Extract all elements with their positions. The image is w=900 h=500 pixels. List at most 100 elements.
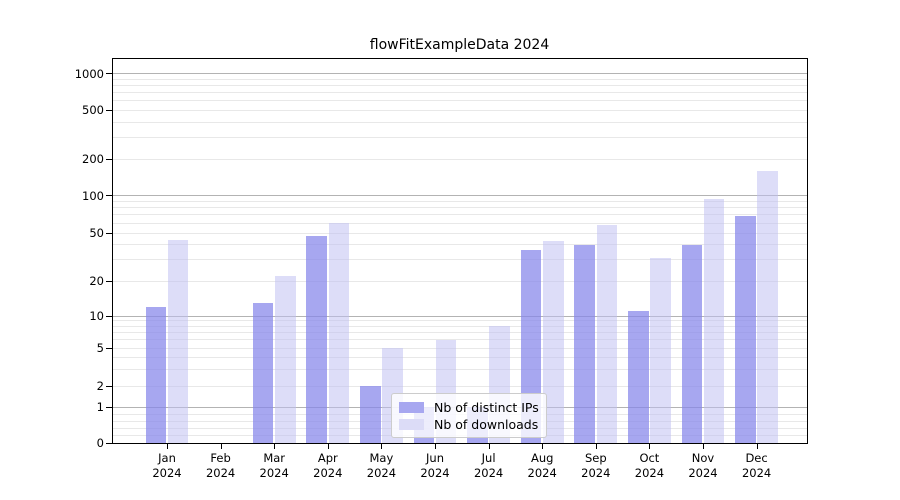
x-tick-label-sep: Sep 2024 [568,451,624,481]
y-tick [106,109,112,111]
gridline-minor [112,99,807,101]
x-label-month: Nov [691,451,715,465]
legend-item-distinct-ips: Nb of distinct IPs [399,399,546,416]
y-tick-label: 2 [96,379,104,393]
chart-title: flowFitExampleData 2024 [369,37,550,53]
x-label-month: Jun [426,451,444,465]
gridline-minor [112,91,807,93]
x-label-month: Feb [210,451,231,465]
x-label-year: 2024 [741,466,772,480]
bar-distinct-ips-sep [574,244,595,443]
gridline-minor [112,347,807,349]
y-tick [106,195,112,196]
y-tick [106,347,112,349]
y-tick-label: 1 [96,400,104,415]
gridline-minor [112,158,807,160]
bar-distinct-ips-dec [735,216,756,443]
y-tick [106,385,112,387]
x-label-month: Mar [263,451,286,465]
x-tick-label-feb: Feb 2024 [193,451,249,481]
x-label-year: 2024 [152,466,182,480]
y-tick-label: 500 [82,103,104,117]
x-label-month: May [369,451,394,465]
y-tick-label: 5 [96,341,104,355]
bar-downloads-oct [650,258,671,443]
x-tick-label-oct: Oct 2024 [621,451,677,481]
gridline-minor [112,214,807,216]
legend: Nb of distinct IPs Nb of downloads [391,393,547,438]
bar-distinct-ips-nov [681,244,703,443]
bar-downloads-jan [167,239,189,443]
x-label-year: 2024 [688,466,718,480]
x-label-year: 2024 [581,466,611,480]
x-label-year: 2024 [420,466,450,480]
bar-distinct-ips-oct [628,311,649,443]
x-tick [756,444,758,449]
bar-distinct-ips-mar [252,302,274,443]
y-tick [106,442,112,444]
spine-right [807,58,808,444]
gridline-minor [112,232,807,234]
x-tick-label-jan: Jan 2024 [139,451,195,481]
x-tick [220,444,222,449]
gridline-minor [112,121,807,123]
x-label-month: Dec [745,451,768,465]
y-tick-label: 100 [82,188,104,203]
y-tick-label: 0 [96,436,104,450]
y-tick-label: 50 [89,226,104,240]
x-label-year: 2024 [205,466,236,480]
spine-left [112,58,113,444]
x-tick [274,444,276,449]
gridline-minor [112,325,807,327]
gridline-major [112,315,807,317]
gridline-minor [112,320,807,322]
downloads-swatch [399,419,424,430]
gridline-minor [112,222,807,224]
bar-distinct-ips-may [360,386,381,443]
y-tick [106,232,112,234]
y-tick [106,406,112,408]
bar-distinct-ips-jan [145,306,167,443]
x-tick [167,444,168,449]
x-tick-label-jul: Jul 2024 [461,451,517,481]
gridline-minor [112,78,807,80]
x-tick-label-dec: Dec 2024 [729,451,785,481]
x-tick [649,444,651,449]
gridline-minor [112,331,807,333]
x-tick [488,444,490,449]
gridline-major [112,195,807,196]
gridline-minor [112,339,807,341]
y-tick-label: 200 [82,152,104,167]
legend-item-downloads: Nb of downloads [399,416,546,433]
x-tick-label-mar: Mar 2024 [246,451,302,481]
legend-label: Nb of distinct IPs [434,399,539,415]
x-tick [435,444,436,449]
x-label-month: Aug [530,451,554,465]
y-tick [106,158,112,160]
distinct-ips-swatch [399,402,424,413]
bar-distinct-ips-apr [306,236,327,443]
x-tick [595,444,597,449]
bar-downloads-sep [596,224,618,443]
spine-top [112,58,808,59]
x-label-year: 2024 [473,466,504,480]
x-label-year: 2024 [366,466,397,480]
x-tick-label-aug: Aug 2024 [514,451,570,481]
x-label-year: 2024 [259,466,289,480]
x-tick [327,444,329,449]
x-label-month: Sep [584,451,607,465]
bar-downloads-aug [543,240,564,443]
gridline-minor [112,356,807,358]
x-tick-label-apr: Apr 2024 [300,451,356,481]
x-tick [381,444,383,449]
x-tick-label-may: May 2024 [353,451,409,481]
gridline-minor [112,207,807,209]
x-label-year: 2024 [634,466,665,480]
gridline-minor [112,385,807,387]
x-label-month: Jul [481,451,496,465]
gridline-minor [112,109,807,111]
x-label-month: Oct [639,451,660,465]
x-tick-label-jun: Jun 2024 [407,451,463,481]
gridline-minor [112,259,807,261]
